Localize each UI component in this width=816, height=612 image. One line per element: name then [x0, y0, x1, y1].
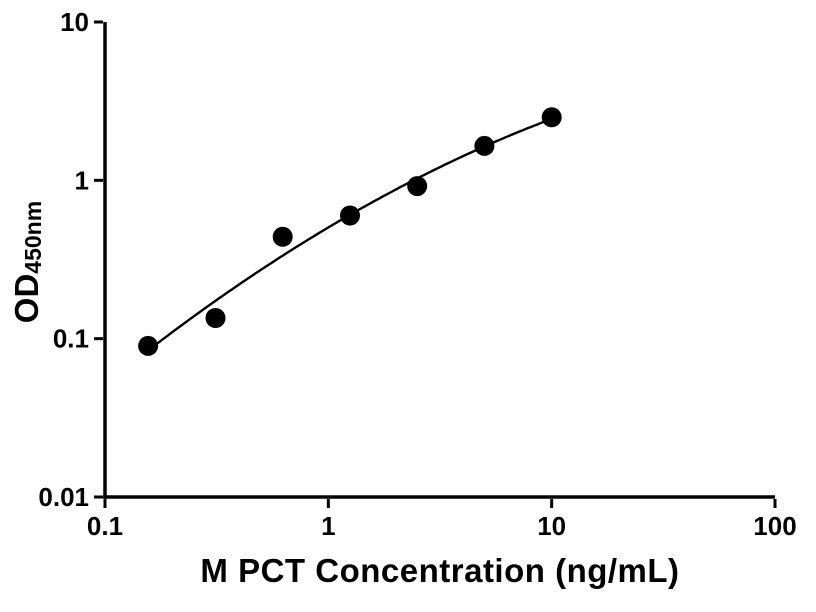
y-tick-label: 10: [60, 7, 89, 37]
y-axis-title: OD450nm: [8, 150, 52, 374]
data-point: [205, 308, 226, 328]
data-point: [474, 135, 495, 156]
y-tick-label: 0.01: [38, 482, 89, 512]
data-point: [340, 205, 360, 226]
y-tick-label: 0.1: [53, 324, 89, 354]
y-axis-title-main: OD: [8, 273, 45, 324]
data-point: [407, 176, 428, 197]
data-point: [272, 226, 293, 247]
y-tick-label: 1: [75, 165, 89, 195]
x-tick-label: 10: [537, 511, 566, 541]
data-point: [541, 107, 562, 128]
data-point: [138, 335, 159, 356]
x-tick-label: 1: [321, 511, 335, 541]
x-tick-label: 100: [753, 511, 796, 541]
x-tick-label: 0.1: [87, 511, 123, 541]
y-axis-title-subscript: 450nm: [20, 200, 46, 274]
x-axis-title: M PCT Concentration (ng/mL): [200, 552, 680, 589]
